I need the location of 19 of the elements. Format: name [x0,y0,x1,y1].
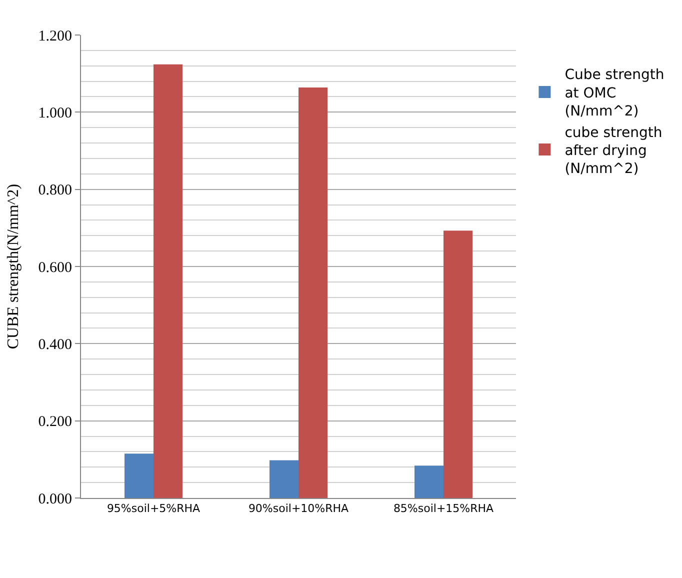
y-tick-label: 0.400 [38,336,72,353]
y-tick-label: 0.000 [38,491,72,508]
bar [414,466,444,498]
bar [270,460,298,498]
y-axis-title: CUBE strength(N/mm^2) [5,184,22,350]
y-tick-label: 0.800 [38,182,72,199]
y-tick-label: 1.200 [38,28,72,44]
bar [298,87,328,498]
y-tick-label: 0.600 [38,260,72,276]
x-tick-label: 85%soil+15%RHA [393,502,494,516]
legend-label: cube strength after drying (N/mm^2) [564,124,662,178]
x-tick-label: 95%soil+5%RHA [106,502,201,516]
bar [444,230,472,498]
y-tick-label: 0.200 [38,414,72,430]
bar [124,454,154,498]
legend-label: Cube strength at OMC (N/mm^2) [564,67,664,120]
bar [154,64,182,498]
x-tick-label: 90%soil+10%RHA [248,502,350,516]
y-tick-label: 1.000 [38,105,72,122]
